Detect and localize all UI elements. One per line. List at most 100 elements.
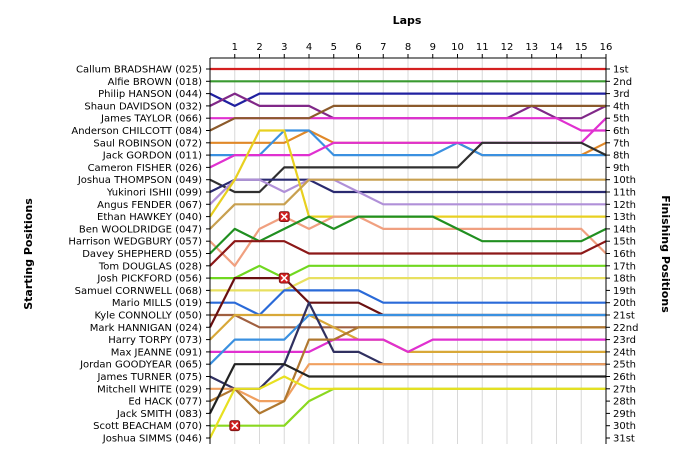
starting-driver-label: Mark HANNIGAN (024) <box>90 323 202 334</box>
finishing-position-label: 15th <box>613 237 636 248</box>
x-tick-label: 12 <box>501 42 514 53</box>
starting-driver-label: Max JEANNE (091) <box>111 347 202 358</box>
finishing-position-label: 28th <box>613 397 636 408</box>
x-tick-label: 9 <box>430 42 436 53</box>
starting-driver-label: Jack GORDON (011) <box>102 151 202 162</box>
grid-lines <box>234 58 607 444</box>
finishing-position-label: 25th <box>613 360 636 371</box>
x-tick-label: 13 <box>525 42 538 53</box>
finishing-position-label: 10th <box>613 175 636 186</box>
starting-driver-label: Tom DOUGLAS (028) <box>98 261 202 272</box>
series-line-25 <box>209 313 606 365</box>
x-tick-label: 2 <box>256 42 262 53</box>
retirement-marker <box>278 272 290 284</box>
starting-driver-label: Cameron FISHER (026) <box>88 163 203 174</box>
finishing-position-label: 18th <box>613 274 636 285</box>
finishing-position-label: 22nd <box>613 323 638 334</box>
starting-driver-label: Shaun DAVIDSON (032) <box>84 101 202 112</box>
x-tick-label: 11 <box>476 42 489 53</box>
starting-driver-label: Yukinori ISHII (099) <box>106 188 202 199</box>
starting-driver-label: Josh PICKFORD (056) <box>96 274 202 285</box>
finishing-position-label: 2nd <box>613 77 632 88</box>
series-line-24 <box>210 338 606 353</box>
finishing-position-label: 29th <box>613 409 636 420</box>
retirement-cross <box>280 274 288 282</box>
finishing-position-label: 4th <box>613 101 630 112</box>
finishing-position-label: 23rd <box>613 335 636 346</box>
series-line-18 <box>210 264 606 280</box>
finishing-position-label: 3rd <box>613 89 630 100</box>
starting-driver-label: Ed HACK (077) <box>128 397 202 408</box>
series-line-3 <box>209 92 606 108</box>
starting-driver-label: Jack SMITH (083) <box>116 409 202 420</box>
x-tick-label: 7 <box>380 42 386 53</box>
starting-driver-label: Callum BRADSHAW (025) <box>76 65 202 76</box>
starting-driver-label: Angus FENDER (067) <box>97 200 202 211</box>
x-tick-label: 5 <box>331 42 337 53</box>
starting-driver-label: Alfie BROWN (018) <box>108 77 202 88</box>
finishing-position-label: 20th <box>613 298 636 309</box>
series-line-6 <box>209 104 606 132</box>
starting-driver-label: Harry TORPY (073) <box>108 335 202 346</box>
chart-title: Laps <box>393 14 422 27</box>
starting-driver-label: Harrison WEDGBURY (057) <box>68 237 202 248</box>
x-tick-label: 8 <box>405 42 411 53</box>
finishing-position-label: 24th <box>613 347 636 358</box>
series-line-31 <box>209 375 606 439</box>
starting-driver-label: James TURNER (075) <box>96 372 202 383</box>
series-line-15 <box>209 215 607 267</box>
series-line-29 <box>209 363 606 414</box>
series-line-14 <box>209 178 606 230</box>
finishing-position-label: 16th <box>613 249 636 260</box>
starting-driver-label: Jordan GOODYEAR (065) <box>79 360 202 371</box>
x-tick-label: 14 <box>550 42 563 53</box>
x-tick-label: 15 <box>575 42 588 53</box>
starting-driver-label: Philip HANSON (044) <box>98 89 202 100</box>
retirement-cross <box>231 422 239 430</box>
finishing-position-label: 5th <box>613 114 630 125</box>
x-tick-label: 10 <box>451 42 464 53</box>
series-line-12 <box>209 178 606 206</box>
starting-driver-label: Joshua SIMMS (046) <box>102 434 202 445</box>
finishing-position-label: 12th <box>613 200 636 211</box>
retirement-markers <box>229 211 290 432</box>
series-line-10 <box>209 141 607 194</box>
finishing-position-label: 13th <box>613 212 636 223</box>
starting-driver-label: Mitchell WHITE (029) <box>97 384 202 395</box>
starting-driver-label: Kyle CONNOLLY (050) <box>94 311 202 322</box>
retirement-marker <box>229 420 241 432</box>
starting-driver-label: Joshua THOMPSON (049) <box>77 175 202 186</box>
starting-driver-label: Anderson CHILCOTT (084) <box>71 126 202 137</box>
finishing-position-label: 31st <box>613 434 635 445</box>
finishing-position-label: 1st <box>613 65 629 76</box>
finishing-position-label: 6th <box>613 126 630 137</box>
starting-driver-label: James TAYLOR (066) <box>100 114 202 125</box>
series-lines <box>209 67 607 439</box>
x-tick-label: 6 <box>355 42 361 53</box>
starting-driver-label: Davey SHEPHERD (055) <box>82 249 202 260</box>
starting-driver-label: Ethan HAWKEY (040) <box>97 212 202 223</box>
finishing-position-label: 17th <box>613 261 636 272</box>
finishing-position-label: 8th <box>613 151 630 162</box>
finishing-position-label: 21st <box>613 311 635 322</box>
series-line-20 <box>210 289 606 317</box>
starting-driver-label: Ben WOOLDRIDGE (047) <box>79 224 202 235</box>
starting-driver-label: Scott BEACHAM (070) <box>93 421 202 432</box>
finishing-position-label: 30th <box>613 421 636 432</box>
finishing-position-label: 14th <box>613 224 636 235</box>
starting-driver-label: Mario MILLS (019) <box>112 298 202 309</box>
finishing-position-label: 9th <box>613 163 630 174</box>
series-line-27 <box>210 363 606 403</box>
x-tick-label: 4 <box>306 42 312 53</box>
y-axis-label-left: Starting Positions <box>22 198 35 310</box>
finishing-position-label: 26th <box>613 372 636 383</box>
retirement-cross <box>280 213 288 221</box>
finishing-position-label: 7th <box>613 138 630 149</box>
series-line-16 <box>209 215 607 255</box>
axes <box>206 54 610 444</box>
retirement-marker <box>278 211 290 223</box>
starting-driver-label: Saul ROBINSON (072) <box>93 138 202 149</box>
series-line-19 <box>210 277 606 292</box>
